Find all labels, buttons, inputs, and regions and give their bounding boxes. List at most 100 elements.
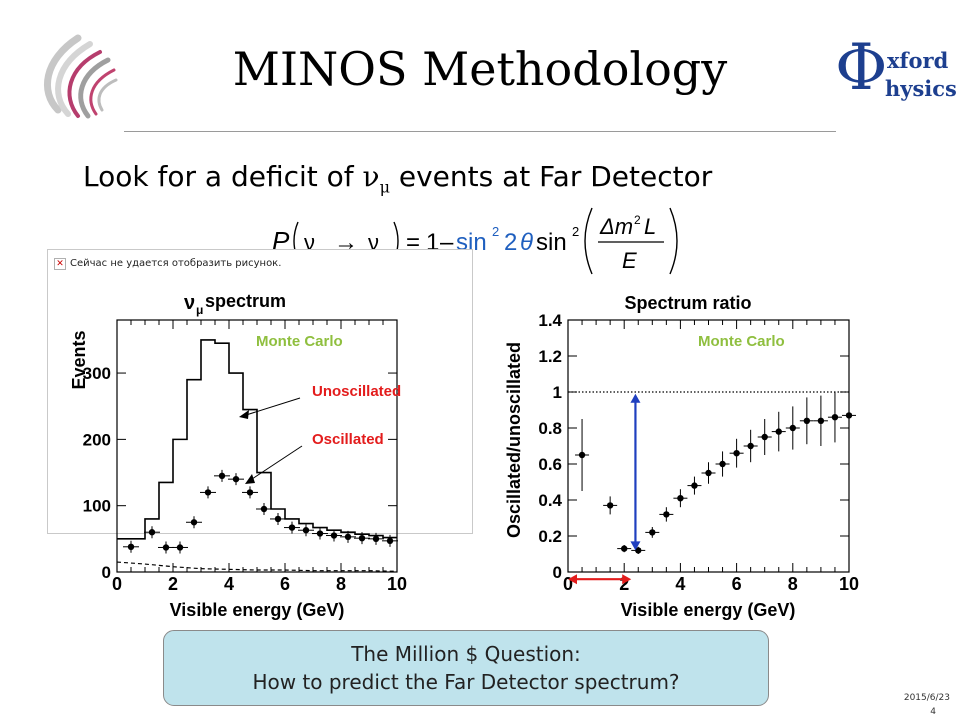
chart1-point	[386, 537, 394, 545]
chart2-point	[649, 529, 656, 536]
chart1-point	[204, 489, 212, 496]
footer-date: 2015/6/23	[903, 693, 950, 703]
chart2-ytick-label: 1	[553, 383, 562, 402]
chart2-deficit-arrow-head-bottom	[630, 541, 641, 551]
title-divider	[124, 131, 836, 132]
subtitle-before: Look for a deficit of	[83, 160, 363, 193]
chart1-point	[288, 524, 296, 531]
subtitle-nu: ν	[362, 160, 380, 193]
formula-sq1: 2	[492, 224, 499, 239]
spectrum-chart: ν μ spectrum Monte Carlo Unoscillated Os…	[69, 291, 407, 620]
chart2-point	[817, 417, 825, 424]
question-line-2: How to predict the Far Detector spectrum…	[252, 670, 680, 694]
formula-E: E	[622, 248, 637, 273]
chart2-point	[677, 495, 684, 502]
phi-glyph: Φ	[835, 31, 888, 105]
formula-sin2: sin	[536, 229, 567, 256]
formula-dm: Δm	[599, 214, 633, 239]
subtitle-mu: μ	[379, 177, 390, 197]
formula-nu2: ν	[368, 230, 379, 255]
formula-dm-sq: 2	[634, 213, 641, 227]
chart1-pointer-unoscillated	[242, 397, 301, 417]
broken-image-icon: ✕	[54, 258, 66, 270]
chart2-xtick-label: 0	[563, 574, 573, 594]
question-callout: The Million $ Question: How to predict t…	[163, 630, 769, 706]
chart1-point	[316, 530, 324, 537]
chart2-xtick-label: 6	[732, 574, 742, 594]
chart2-point	[733, 450, 740, 457]
chart1-ytick-label: 300	[83, 364, 111, 383]
chart2-point	[831, 414, 839, 421]
chart1-label-oscillated: Oscillated	[312, 431, 384, 448]
chart2-point	[747, 442, 754, 450]
chart1-point	[344, 533, 352, 541]
chart1-point	[190, 519, 198, 526]
chart2-ytick-label: 1.2	[538, 347, 562, 366]
oxford-physics-logo: Φ xford hysics	[835, 31, 957, 112]
slide-subtitle: Look for a deficit of νμ events at Far D…	[83, 160, 712, 197]
chart2-point	[705, 469, 712, 477]
chart1-point	[274, 515, 282, 523]
question-line-1: The Million $ Question:	[351, 642, 581, 666]
logo-text-top: xford	[887, 48, 949, 73]
chart2-point	[606, 502, 614, 509]
formula-p: P	[272, 226, 290, 256]
chart1-ylabel: Events	[69, 330, 89, 389]
chart2-point	[691, 482, 698, 489]
chart2-point	[578, 451, 586, 459]
chart2-point	[775, 428, 782, 435]
chart1-pointer-unoscillated-head	[239, 410, 249, 419]
logo-text-bottom: hysics	[885, 76, 957, 101]
chart1-point	[330, 532, 338, 539]
page-number: 4	[930, 707, 936, 717]
chart1-annotation: Monte Carlo	[256, 333, 343, 350]
chart2-xlabel: Visible energy (GeV)	[621, 600, 796, 620]
chart2-ylabel: Oscillated/unoscillated	[504, 342, 524, 538]
chart1-point	[176, 544, 184, 551]
chart2-point	[719, 460, 726, 468]
chart2-ytick-label: 0.4	[538, 491, 562, 510]
chart1-point	[358, 534, 366, 542]
subtitle-after: events at Far Detector	[389, 160, 713, 193]
chart2-point	[761, 433, 768, 441]
slide-title: MINOS Methodology	[232, 42, 728, 96]
chart2-point	[621, 545, 628, 552]
chart1-xtick-label: 10	[387, 574, 407, 594]
formula-two: 2	[504, 229, 517, 256]
chart2-xtick-label: 2	[619, 574, 629, 594]
chart1-xtick-label: 2	[168, 574, 178, 594]
chart1-background-dashed	[116, 561, 398, 572]
chart1-point	[127, 543, 135, 550]
chart2-energy-range-arrow-head-left	[568, 574, 577, 585]
chart2-xtick-label: 4	[675, 574, 685, 594]
chart1-title-rest: spectrum	[205, 291, 286, 311]
formula-L: L	[644, 214, 656, 239]
chart2-ytick-label: 0.8	[538, 419, 562, 438]
chart2-xtick-label: 10	[839, 574, 859, 594]
chart1-point	[232, 475, 240, 483]
broken-image-text: Сейчас не удается отобразить рисунок.	[70, 258, 282, 269]
chart2-ytick-label: 0	[553, 563, 562, 582]
formula-theta: θ	[520, 229, 533, 256]
chart1-ytick-label: 200	[83, 430, 111, 449]
chart2-frame	[567, 319, 850, 573]
ratio-chart: Spectrum ratio Monte Carlo Visible energ…	[504, 293, 859, 620]
chart2-point	[663, 511, 670, 518]
formula-nu1: ν	[304, 230, 315, 255]
chart2-point	[789, 424, 796, 432]
chart1-unoscillated-step	[117, 339, 397, 540]
chart1-title-nu: ν	[184, 292, 195, 314]
formula-sq2: 2	[572, 224, 579, 239]
chart2-annotation: Monte Carlo	[698, 333, 785, 350]
chart2-point	[803, 417, 811, 424]
chart1-xtick-label: 6	[280, 574, 290, 594]
chart2-xtick-label: 8	[788, 574, 798, 594]
chart1-point	[246, 489, 254, 496]
chart2-ytick-label: 1.4	[538, 311, 562, 330]
broken-image-placeholder: ✕ Сейчас не удается отобразить рисунок.	[47, 249, 473, 534]
chart2-point	[635, 547, 642, 554]
chart2-title: Spectrum ratio	[624, 293, 751, 313]
chart1-xtick-label: 0	[112, 574, 122, 594]
chart1-ytick-label: 0	[102, 563, 111, 582]
chart1-pointer-oscillated	[248, 445, 303, 482]
